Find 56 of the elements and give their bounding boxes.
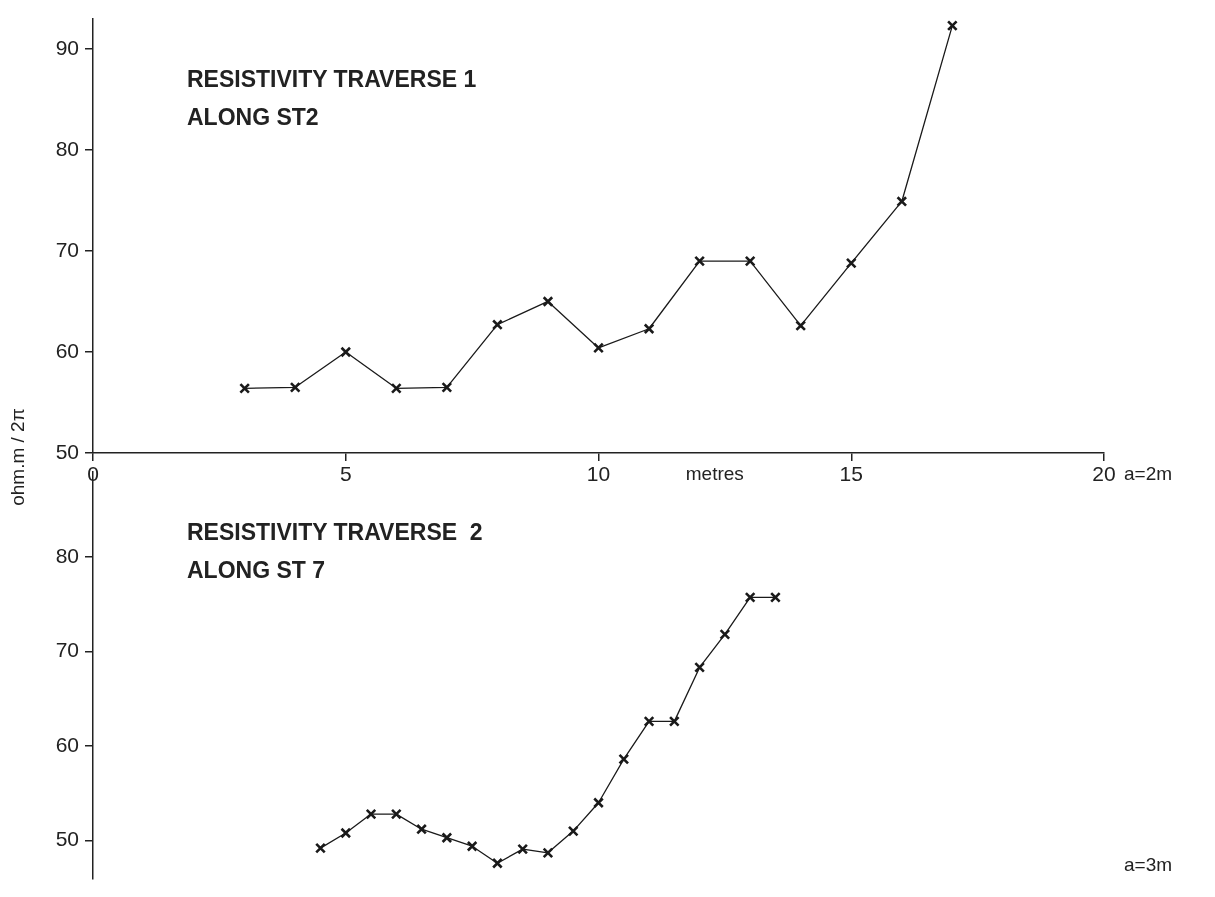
point — [416, 823, 428, 835]
point — [946, 20, 958, 32]
point — [567, 825, 579, 837]
y-tick-label: 80 — [55, 136, 79, 160]
point — [744, 591, 756, 603]
point — [239, 382, 251, 394]
y-tick-label: 50 — [55, 827, 79, 851]
y-axis-title: ohm.m / 2π — [7, 408, 29, 506]
point — [694, 255, 706, 267]
text: RESISTIVITY TRAVERSE 2 — [187, 518, 483, 545]
point — [896, 195, 908, 207]
point — [668, 715, 680, 727]
point — [441, 381, 453, 393]
point — [441, 832, 453, 844]
point — [719, 628, 731, 640]
y-tick-label: 90 — [55, 35, 79, 59]
point — [592, 342, 605, 354]
point — [744, 255, 756, 267]
y-tick-label: 70 — [55, 237, 79, 261]
y-tick-label: 50 — [55, 439, 79, 463]
text: a=2m — [1124, 463, 1173, 485]
point — [390, 382, 402, 394]
point — [491, 319, 503, 331]
point — [769, 591, 781, 603]
text: ALONG ST2 — [187, 103, 319, 130]
x-tick-label: 5 — [339, 462, 352, 486]
y-tick-label: 60 — [55, 338, 79, 362]
x-tick-label: 0 — [87, 462, 99, 486]
y-tick-label: 80 — [55, 543, 79, 567]
point — [618, 753, 630, 765]
point — [592, 797, 605, 809]
x-axis-title: metres — [685, 462, 744, 484]
point — [491, 857, 503, 869]
x-tick-label: 15 — [839, 462, 863, 486]
point — [542, 295, 554, 308]
point — [466, 840, 478, 852]
point — [314, 842, 327, 854]
x-tick-label: 20 — [1092, 462, 1116, 486]
point — [542, 847, 554, 859]
text: RESISTIVITY TRAVERSE 1 — [187, 65, 477, 92]
point — [517, 843, 529, 855]
point — [289, 381, 301, 393]
y-tick-label: 70 — [55, 638, 79, 662]
text: a=3m — [1124, 853, 1173, 875]
point — [845, 257, 857, 269]
point — [340, 827, 352, 839]
x-tick-label: 10 — [586, 462, 611, 486]
point — [365, 808, 377, 820]
point — [390, 808, 402, 820]
text: ALONG ST 7 — [187, 556, 326, 583]
point — [643, 715, 655, 727]
point — [795, 320, 807, 332]
y-tick-label: 60 — [55, 732, 79, 756]
point — [694, 661, 706, 673]
point — [340, 346, 352, 358]
point — [643, 323, 655, 335]
